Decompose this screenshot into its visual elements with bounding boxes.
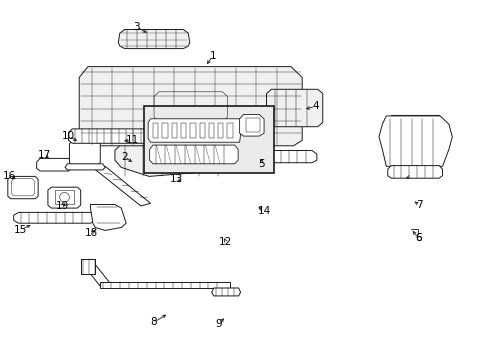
Text: 4: 4 [311,101,318,111]
Polygon shape [83,265,112,286]
Polygon shape [81,259,95,265]
Text: 14: 14 [257,206,270,216]
Polygon shape [81,259,95,274]
Text: 6: 6 [414,233,421,243]
Bar [227,123,232,138]
Text: 19: 19 [56,201,69,211]
Polygon shape [8,176,38,199]
Text: 16: 16 [3,171,17,181]
Text: 15: 15 [14,225,27,235]
Text: 18: 18 [85,228,99,238]
Polygon shape [118,30,189,49]
Polygon shape [90,204,126,230]
Text: 13: 13 [169,174,183,184]
Polygon shape [378,116,451,166]
Text: 7: 7 [415,200,422,210]
Text: 3: 3 [133,22,140,32]
Polygon shape [224,150,316,163]
Polygon shape [115,144,238,176]
Text: 11: 11 [125,135,139,145]
Text: 17: 17 [37,150,51,160]
Polygon shape [239,114,264,136]
Polygon shape [266,89,322,127]
Polygon shape [100,282,229,288]
Bar [144,106,273,173]
Bar [55,190,74,204]
Bar [199,123,204,138]
Polygon shape [48,187,81,208]
Bar [245,118,259,132]
Text: 12: 12 [219,237,232,247]
Bar [171,123,177,138]
Bar [208,123,214,138]
Text: 10: 10 [62,131,75,141]
Polygon shape [94,166,150,206]
Text: 8: 8 [150,317,157,327]
Polygon shape [37,158,72,171]
Polygon shape [148,119,242,142]
Polygon shape [69,140,100,166]
Polygon shape [149,145,238,164]
Text: 1: 1 [209,51,216,61]
Polygon shape [387,166,442,178]
Bar [218,123,223,138]
Bar [190,123,195,138]
Polygon shape [68,129,155,143]
Text: 2: 2 [121,152,128,162]
Text: 5: 5 [258,159,264,169]
Polygon shape [65,164,105,170]
Text: 9: 9 [215,319,222,329]
Polygon shape [211,288,240,296]
Bar [390,115,438,175]
Bar [162,123,167,138]
Text: 6: 6 [414,233,421,243]
Bar [181,123,186,138]
Polygon shape [14,212,95,223]
Polygon shape [79,67,302,146]
Bar [153,123,158,138]
